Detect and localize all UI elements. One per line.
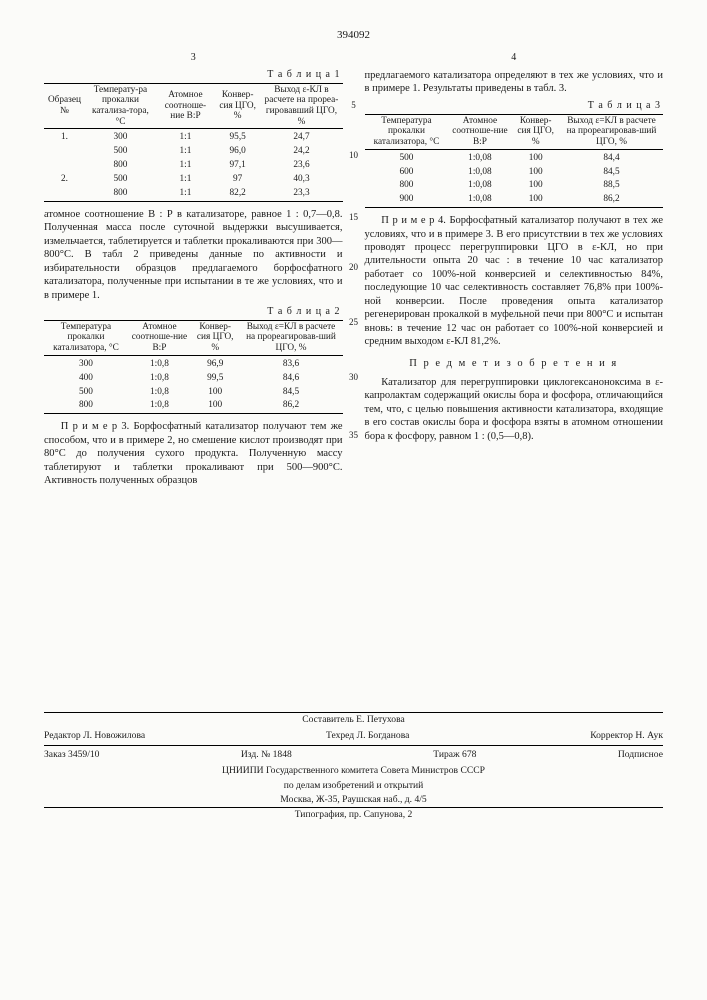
- line-mark: 5: [351, 100, 356, 112]
- footer-org2: по делам изобретений и открытий: [44, 779, 663, 793]
- claim-text: Катализатор для перегруппировки циклогек…: [365, 376, 664, 443]
- t3-h3: Выход ε=КЛ в расчете на прореагировав-ши…: [560, 114, 663, 149]
- table-row: 4001:0,899,584,6: [44, 372, 343, 386]
- t1-h4: Выход ε-КЛ в расчете на прореа-гировавши…: [260, 83, 342, 129]
- table1-label: Т а б л и ц а 1: [44, 69, 341, 82]
- footer-editor: Редактор Л. Новожилова: [44, 730, 145, 742]
- paragraph-3: предлагаемого катализатора определяют в …: [365, 69, 664, 96]
- line-mark: 35: [349, 430, 358, 442]
- footer-tech: Техред Л. Богданова: [326, 730, 409, 742]
- table-row: 9001:0,0810086,2: [365, 193, 664, 207]
- col-page-right: 4: [365, 52, 664, 65]
- footer-izd: Изд. № 1848: [241, 749, 292, 761]
- t2-h3: Выход ε=КЛ в расчете на прореагировав-ши…: [239, 320, 342, 355]
- t3-h1: Атомное соотноше-ние В:Р: [448, 114, 511, 149]
- t1-h3: Конвер-сия ЦГО, %: [215, 83, 261, 129]
- table-2: Температура прокалки катализатора, °С Ат…: [44, 320, 343, 415]
- table-3: Температура прокалки катализатора, °С Ат…: [365, 114, 664, 209]
- table-row: 3001:0,896,983,6: [44, 355, 343, 371]
- paragraph-1: атомное соотношение В : Р в катализаторе…: [44, 208, 343, 302]
- table-row: 1.3001:195,524,7: [44, 129, 343, 145]
- footer-sign: Подписное: [618, 749, 663, 761]
- table-row: 8001:197,123,6: [44, 159, 343, 173]
- t1-h2: Атомное соотноше-ние В:Р: [156, 83, 215, 129]
- t3-h2: Конвер-сия ЦГО, %: [511, 114, 560, 149]
- line-mark: 30: [349, 372, 358, 384]
- line-mark: 25: [349, 317, 358, 329]
- col-page-left: 3: [44, 52, 343, 65]
- footer-org1: ЦНИИПИ Государственного комитета Совета …: [44, 764, 663, 778]
- patent-number: 394092: [44, 28, 663, 42]
- t2-h0: Температура прокалки катализатора, °С: [44, 320, 128, 355]
- t2-h2: Конвер-сия ЦГО, %: [191, 320, 240, 355]
- table-row: 8001:0,810086,2: [44, 399, 343, 413]
- footer: Составитель Е. Петухова Редактор Л. Ново…: [44, 712, 663, 823]
- claims-title: П р е д м е т и з о б р е т е н и я: [365, 357, 664, 370]
- table-row: 6001:0,0810084,5: [365, 166, 664, 180]
- table-row: 5001:0,810084,5: [44, 386, 343, 400]
- t1-h0: Образец №: [44, 83, 85, 129]
- t3-h0: Температура прокалки катализатора, °С: [365, 114, 449, 149]
- t2-h1: Атомное соотноше-ние В:Р: [128, 320, 191, 355]
- footer-compiler: Составитель Е. Петухова: [44, 713, 663, 727]
- table-row: 8001:0,0810088,5: [365, 179, 664, 193]
- table2-label: Т а б л и ц а 2: [44, 306, 341, 319]
- footer-addr: Москва, Ж-35, Раушская наб., д. 4/5: [44, 793, 663, 807]
- table-1: Образец № Температу-ра прокалки катализа…: [44, 83, 343, 202]
- table-row: 2.5001:19740,3: [44, 173, 343, 187]
- table-row: 8001:182,223,3: [44, 187, 343, 201]
- paragraph-2: П р и м е р 3. Борфосфатный катализатор …: [44, 420, 343, 487]
- paragraph-4: П р и м е р 4. Борфосфатный катализатор …: [365, 214, 664, 348]
- line-mark: 15: [349, 212, 358, 224]
- footer-corrector: Корректор Н. Аук: [590, 730, 663, 742]
- line-mark: 20: [349, 262, 358, 274]
- t1-h1: Температу-ра прокалки катализа-тора, °С: [85, 83, 156, 129]
- table3-label: Т а б л и ц а 3: [365, 100, 662, 113]
- footer-tirage: Тираж 678: [433, 749, 476, 761]
- table-row: 5001:0,0810084,4: [365, 149, 664, 165]
- footer-typo: Типография, пр. Сапунова, 2: [44, 808, 663, 822]
- line-mark: 10: [349, 150, 358, 162]
- footer-order: Заказ 3459/10: [44, 749, 99, 761]
- table-row: 5001:196,024,2: [44, 145, 343, 159]
